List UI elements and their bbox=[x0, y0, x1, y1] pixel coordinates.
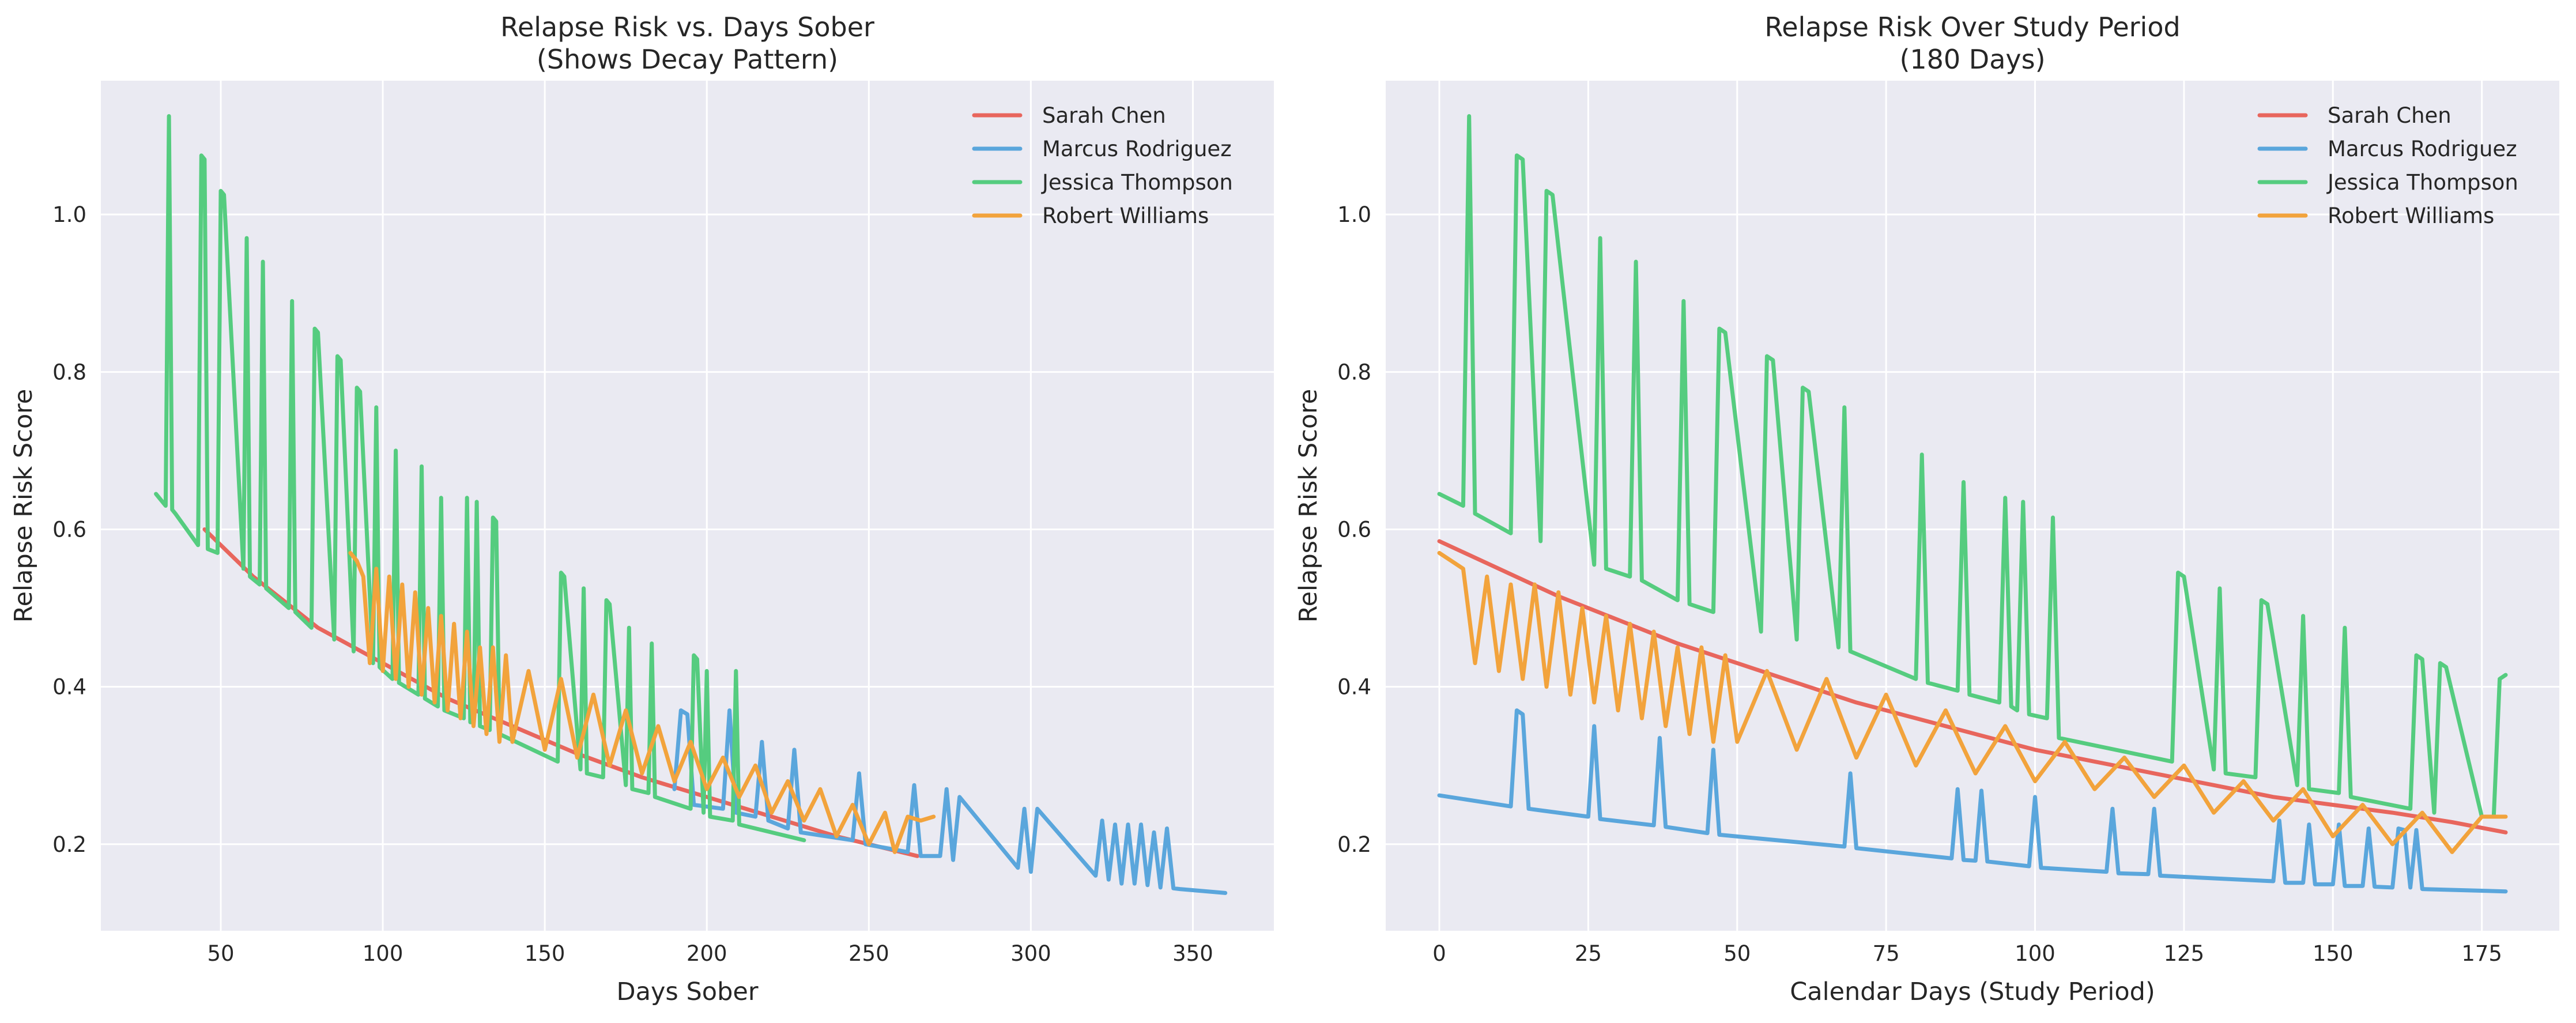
x-tick-label: 100 bbox=[363, 941, 403, 966]
chart-title: (Shows Decay Pattern) bbox=[537, 44, 838, 75]
series-line-3 bbox=[1437, 550, 2508, 854]
x-tick-label: 175 bbox=[2461, 941, 2502, 966]
y-tick-label: 0.6 bbox=[52, 517, 86, 542]
y-tick-label: 0.2 bbox=[52, 832, 86, 857]
x-tick-label: 150 bbox=[2313, 941, 2354, 966]
y-tick-label: 0.2 bbox=[1337, 832, 1371, 857]
legend-label: Jessica Thompson bbox=[1041, 170, 1233, 195]
y-tick-label: 0.6 bbox=[1337, 517, 1371, 542]
legend-label: Sarah Chen bbox=[2328, 103, 2451, 128]
series-line-3 bbox=[348, 550, 936, 854]
x-axis-label: Days Sober bbox=[616, 977, 758, 1006]
y-axis-label: Relapse Risk Score bbox=[1294, 389, 1323, 623]
y-tick-label: 0.4 bbox=[1337, 675, 1371, 700]
y-axis-label: Relapse Risk Score bbox=[9, 389, 38, 623]
chart-title: Relapse Risk vs. Days Sober bbox=[500, 12, 874, 43]
legend-label: Robert Williams bbox=[1042, 203, 1209, 228]
x-tick-label: 25 bbox=[1575, 941, 1602, 966]
y-tick-label: 1.0 bbox=[1337, 202, 1371, 227]
x-tick-label: 200 bbox=[687, 941, 727, 966]
chart-title: Relapse Risk Over Study Period bbox=[1764, 12, 2180, 43]
legend-label: Marcus Rodriguez bbox=[1042, 137, 1232, 161]
chart-days-sober: 50 100 150 200 250 300 350 0.2 0.4 0.6 0.8 1.0 Relap… bbox=[9, 12, 1274, 1006]
x-tick-label: 125 bbox=[2164, 941, 2205, 966]
y-tick-label: 0.8 bbox=[52, 360, 86, 384]
legend-label: Jessica Thompson bbox=[2326, 170, 2518, 195]
chart-title: (180 Days) bbox=[1899, 44, 2045, 75]
x-tick-label: 75 bbox=[1873, 941, 1900, 966]
y-tick-label: 0.4 bbox=[52, 675, 86, 700]
series-line-2 bbox=[154, 114, 806, 843]
plot-area bbox=[1386, 81, 2559, 931]
x-tick-label: 50 bbox=[207, 941, 234, 966]
legend-label: Robert Williams bbox=[2328, 203, 2494, 228]
y-tick-label: 0.8 bbox=[1337, 360, 1371, 384]
x-tick-label: 50 bbox=[1723, 941, 1751, 966]
series-line-1 bbox=[672, 708, 1228, 895]
series-line-2 bbox=[1437, 114, 2508, 819]
series-line-0 bbox=[1437, 539, 2508, 835]
series-line-1 bbox=[1437, 708, 2508, 894]
x-tick-label: 250 bbox=[848, 941, 889, 966]
x-axis-label: Calendar Days (Study Period) bbox=[1790, 977, 2155, 1006]
y-tick-label: 1.0 bbox=[52, 202, 86, 227]
x-tick-label: 350 bbox=[1172, 941, 1213, 966]
x-tick-label: 150 bbox=[525, 941, 565, 966]
x-tick-label: 300 bbox=[1010, 941, 1051, 966]
legend-label: Marcus Rodriguez bbox=[2328, 137, 2517, 161]
x-tick-label: 100 bbox=[2015, 941, 2055, 966]
legend-label: Sarah Chen bbox=[1042, 103, 1166, 128]
x-tick-label: 0 bbox=[1432, 941, 1446, 966]
chart-study-period: 0 25 50 75 100 125 150 175 0.2 0.4 0.6 0.8 1.0 Relaps… bbox=[1294, 12, 2559, 1006]
